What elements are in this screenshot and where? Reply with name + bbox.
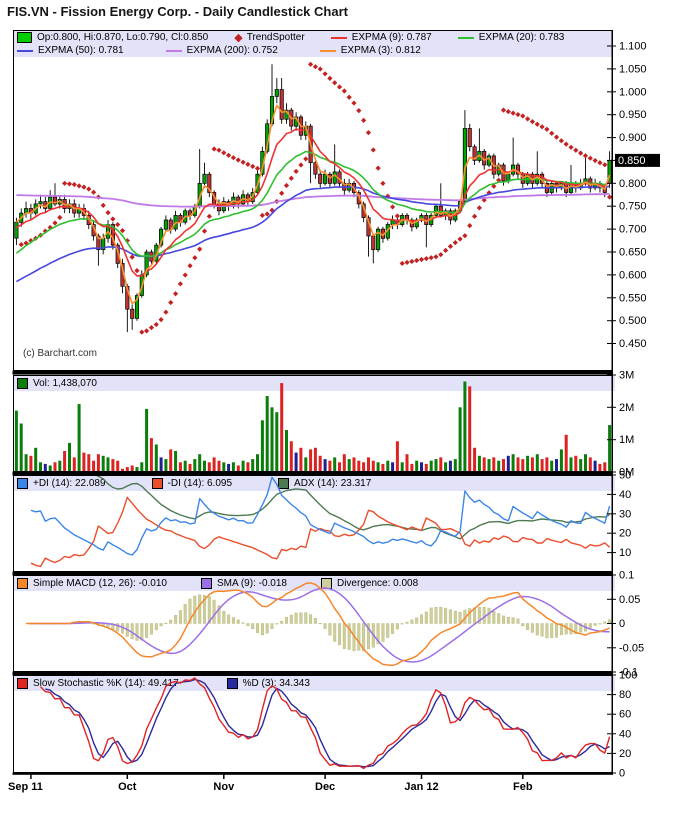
svg-text:Sep 11: Sep 11 [8,781,43,793]
svg-text:50: 50 [619,470,631,482]
svg-text:Jan 12: Jan 12 [404,781,438,793]
divergence-label: Divergence: 0.008 [336,578,419,589]
macd-sma-swatch [200,578,212,589]
stochastic-k-swatch [17,678,28,689]
adx-legend-item: ADX (14): 23.317 [278,478,371,489]
svg-text:100: 100 [619,670,637,682]
svg-text:1.000: 1.000 [619,86,647,98]
svg-text:Feb: Feb [513,781,533,793]
svg-text:30: 30 [619,508,631,520]
svg-text:0.900: 0.900 [619,132,647,144]
expma20-legend-item: EXPMA (20): 0.783 [457,32,565,43]
svg-text:20: 20 [619,528,631,540]
watermark: (c) Barchart.com [23,348,97,359]
dmi-legend: +DI (14): 22.089 -DI (14): 6.095 ADX (14… [14,476,615,491]
expma9-legend-item: EXPMA (9): 0.787 [330,32,432,43]
svg-text:Nov: Nov [213,781,235,793]
stochastic-k-label: Slow Stochastic %K (14): 49.417 [33,678,179,689]
svg-text:40: 40 [619,728,631,740]
minus-di-legend-item: -DI (14): 6.095 [151,478,233,489]
svg-text:1M: 1M [619,434,634,446]
svg-text:0.550: 0.550 [619,292,647,304]
svg-text:0.600: 0.600 [619,269,647,281]
svg-text:10: 10 [619,547,631,559]
trendspotter-diamond-icon: ◆ [234,31,243,44]
svg-text:0.700: 0.700 [619,224,647,236]
volume-legend-item: Vol: 1,438,070 [17,378,97,389]
ohlc-swatch [17,32,32,43]
minus-di-swatch [151,478,163,489]
svg-text:0: 0 [619,618,625,630]
expma50-legend-item: EXPMA (50): 0.781 [17,45,124,56]
expma200-label: EXPMA (200): 0.752 [186,45,278,56]
expma20-line-swatch [457,36,474,39]
trendspotter-label: TrendSpotter [246,32,305,43]
stochastic-d-legend-item: %D (3): 34.343 [226,678,310,689]
svg-text:0.1: 0.1 [619,570,634,582]
volume-swatch [17,378,28,389]
volume-value: Vol: 1,438,070 [33,378,97,389]
adx-label: ADX (14): 23.317 [294,478,372,489]
svg-text:0: 0 [619,768,625,780]
expma20-label: EXPMA (20): 0.783 [478,32,565,43]
macd-sma-label: SMA (9): -0.018 [216,578,287,589]
svg-text:0.450: 0.450 [619,338,647,350]
stochastic-legend: Slow Stochastic %K (14): 49.417 %D (3): … [14,676,615,691]
svg-text:1.100: 1.100 [619,41,647,53]
svg-text:1.050: 1.050 [619,63,647,75]
svg-text:0.05: 0.05 [619,594,640,606]
price-legend: Op:0.800, Hi:0.870, Lo:0.790, Cl:0.850 ◆… [14,31,612,57]
expma200-line-swatch [165,49,182,52]
svg-text:0M: 0M [619,467,634,479]
stochastic-d-label: %D (3): 34.343 [242,678,310,689]
chart-title: FIS.VN - Fission Energy Corp. - Daily Ca… [7,4,348,19]
expma200-legend-item: EXPMA (200): 0.752 [165,45,278,56]
svg-text:60: 60 [619,709,631,721]
price-legend-row-1: Op:0.800, Hi:0.870, Lo:0.790, Cl:0.850 ◆… [14,31,612,44]
adx-swatch [278,478,290,489]
price-legend-row-2: EXPMA (50): 0.781 EXPMA (200): 0.752 EXP… [14,44,612,57]
svg-text:2M: 2M [619,402,634,414]
svg-text:0.500: 0.500 [619,315,647,327]
svg-text:-0.05: -0.05 [619,642,644,654]
macd-swatch [17,578,28,589]
svg-text:Oct: Oct [118,781,137,793]
expma3-legend-item: EXPMA (3): 0.812 [319,45,421,56]
svg-text:Dec: Dec [315,781,335,793]
expma9-label: EXPMA (9): 0.787 [351,32,432,43]
plus-di-label: +DI (14): 22.089 [33,478,106,489]
svg-text:0.850: 0.850 [618,155,646,167]
ohlc-legend-item: Op:0.800, Hi:0.870, Lo:0.790, Cl:0.850 [17,32,208,43]
expma3-label: EXPMA (3): 0.812 [340,45,421,56]
svg-text:0.650: 0.650 [619,247,647,259]
stochastic-d-swatch [226,678,238,689]
svg-text:0.950: 0.950 [619,109,647,121]
svg-text:80: 80 [619,689,631,701]
plus-di-swatch [17,478,28,489]
trendspotter-legend-item: ◆ TrendSpotter [234,32,304,43]
expma50-line-swatch [17,49,33,52]
macd-label: Simple MACD (12, 26): -0.010 [33,578,167,589]
svg-text:0.800: 0.800 [619,178,647,190]
expma50-label: EXPMA (50): 0.781 [38,45,124,56]
svg-text:40: 40 [619,489,631,501]
svg-text:20: 20 [619,748,631,760]
svg-text:-0.1: -0.1 [619,667,638,679]
ohlc-values: Op:0.800, Hi:0.870, Lo:0.790, Cl:0.850 [37,32,209,43]
svg-text:0.750: 0.750 [619,201,647,213]
svg-text:3M: 3M [619,370,634,382]
minus-di-label: -DI (14): 6.095 [167,478,233,489]
expma9-line-swatch [330,36,347,39]
expma3-line-swatch [319,49,336,52]
stochastic-k-legend-item: Slow Stochastic %K (14): 49.417 [17,678,179,689]
plus-di-legend-item: +DI (14): 22.089 [17,478,106,489]
macd-sma-legend-item: SMA (9): -0.018 [200,578,287,589]
macd-legend-item: Simple MACD (12, 26): -0.010 [17,578,167,589]
